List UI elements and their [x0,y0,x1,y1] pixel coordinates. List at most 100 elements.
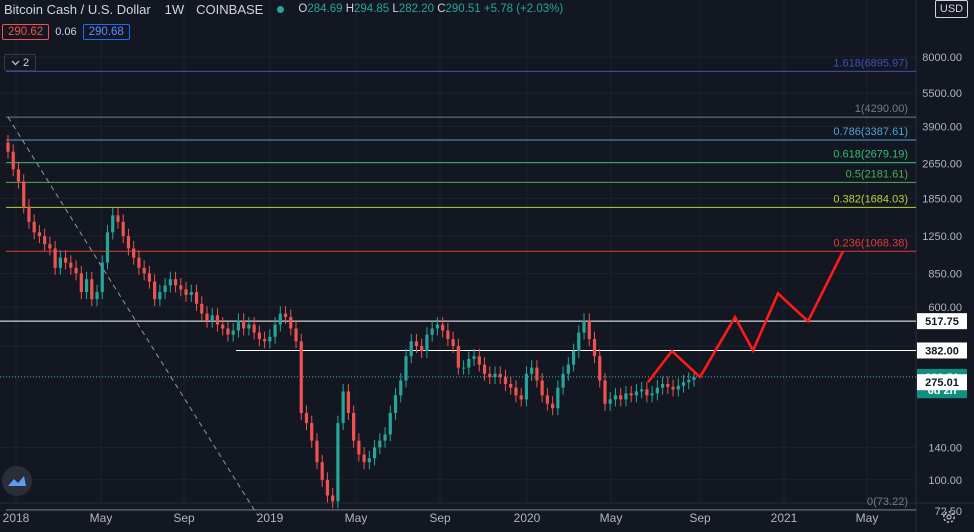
candle [184,281,188,302]
candle [441,317,445,338]
candle [477,348,481,372]
candle [676,378,680,397]
candle [372,439,377,466]
price-tag-label: 382.00 [925,345,959,357]
candle [289,309,293,336]
symbol-name[interactable]: Bitcoin Cash / U.S. Dollar [4,1,151,17]
candle [121,214,125,244]
candle [325,472,330,503]
x-tick-label: Sep [689,511,711,525]
candle [357,433,361,462]
spread-value: 0.06 [55,26,77,38]
y-tick-label: 1850.00 [922,193,962,205]
candle [84,271,89,300]
candle [6,135,10,159]
ask-price[interactable]: 290.68 [82,24,130,40]
candle [257,325,261,347]
candle [577,325,581,359]
tradingview-logo-icon[interactable] [2,466,32,496]
candle [179,277,183,297]
candle [247,317,251,336]
candle [236,313,241,338]
candle [137,250,141,275]
candle [310,415,314,448]
candle [142,260,146,281]
bid-price[interactable]: 290.62 [2,24,50,40]
candle [409,333,413,364]
interval-label[interactable]: 1W [164,1,185,17]
y-tick-label: 140.00 [928,442,962,454]
candle [163,277,167,300]
candle [524,366,529,407]
fib-level-label: 0.236(1068.38) [833,237,908,249]
x-tick-label: May [345,511,368,525]
x-tick-label: May [856,511,879,525]
candle [268,329,272,349]
candle [315,433,319,470]
x-tick-label: May [90,511,113,525]
fib-level-label: 0.786(3387.61) [833,126,908,138]
x-tick-label: 2021 [771,511,798,525]
candle [456,338,460,375]
candle [624,385,628,407]
currency-button[interactable]: USD [935,0,968,18]
candle [32,214,36,240]
chevron-down-icon [11,60,20,65]
price-tag [917,342,967,359]
candle [399,373,403,403]
price-tag-label: 517.75 [925,316,959,328]
fib-level-label: 1(4290.00) [855,103,908,115]
indicators-toggle[interactable]: 2 [4,54,36,71]
candle [278,306,282,332]
candle [320,454,324,487]
candle [687,372,691,390]
candle [11,144,15,177]
candle [27,199,31,229]
candle [530,360,534,381]
change-value: +5.78 (+2.03%) [483,3,564,15]
candle [592,331,597,364]
y-tick-label: 100.00 [928,475,962,487]
candle [467,351,471,375]
y-tick-label: 1250.00 [922,231,962,243]
candle [79,265,83,300]
price-tag [917,374,967,391]
candle [404,348,408,388]
candle [566,357,570,381]
candle [367,450,371,470]
candle [111,207,115,240]
candle [671,379,675,397]
fib-level-label: 1.618(6895.97) [833,57,908,69]
x-tick-label: 2018 [3,511,30,525]
candle [362,447,366,470]
candle [126,228,131,256]
candle [100,255,104,300]
trend-line [7,116,259,517]
x-tick-label: Sep [429,511,451,525]
gear-icon[interactable] [940,508,958,526]
y-tick-label: 8000.00 [922,52,962,64]
candle [242,313,246,336]
y-tick-label: 5500.00 [922,88,962,100]
candle [561,366,565,395]
candle [582,313,586,340]
candle [603,373,607,411]
candle [336,415,340,509]
ohlc-values: O284.69 H294.85 L282.20 C290.51 +5.78 (+… [298,3,564,15]
candle [446,323,450,347]
candle [414,333,419,354]
candle [482,357,487,381]
candle [215,307,220,332]
candle [666,376,670,394]
candle [210,307,214,328]
candle [608,392,612,411]
candle [472,348,476,366]
candle [461,360,466,375]
candle [425,327,429,359]
y-tick-label: 72.50 [934,506,962,518]
candle [153,274,157,307]
candle [22,174,26,214]
fib-level-label: 0.382(1684.03) [833,193,908,205]
candle [43,228,47,252]
